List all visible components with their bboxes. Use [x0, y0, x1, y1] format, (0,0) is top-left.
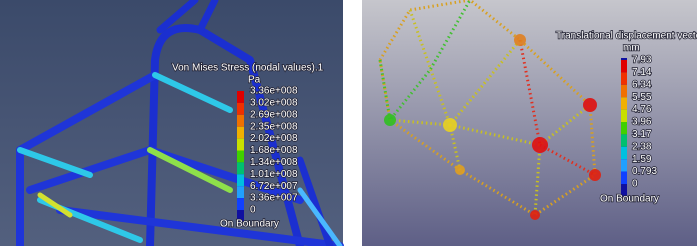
- color-segment: [621, 159, 627, 171]
- color-segment: [621, 60, 627, 72]
- color-segment: [237, 174, 244, 186]
- legend-label: 7.93: [632, 55, 652, 66]
- color-segment: [237, 103, 244, 115]
- legend-label: 2.02e+008: [250, 133, 298, 144]
- color-bar-segments: [621, 60, 627, 196]
- color-segment: [621, 134, 627, 146]
- legend-unit: Pa: [248, 75, 261, 86]
- legend-label: 0: [250, 205, 256, 216]
- legend-unit: mm: [623, 43, 640, 54]
- legend-label: 1.34e+008: [250, 157, 298, 168]
- color-segment: [621, 172, 627, 184]
- legend-label: 2.38: [632, 141, 652, 152]
- legend-footer: On Boundary: [220, 219, 279, 230]
- legend-label: 3.36e+008: [250, 86, 298, 97]
- color-segment: [237, 139, 244, 151]
- legend-title: Von Mises Stress (nodal values).1: [172, 63, 324, 74]
- color-segment: [237, 91, 244, 103]
- color-segment: [237, 186, 244, 198]
- legend-label: 2.69e+008: [250, 109, 298, 120]
- color-segment: [621, 72, 627, 84]
- legend-footer: On Boundary: [600, 194, 659, 205]
- page: Von Mises Stress (nodal values).1Pa3.36e…: [0, 0, 697, 246]
- legend-label: 3.36e+007: [250, 193, 298, 204]
- legend-label: 7.14: [632, 67, 652, 78]
- color-segment: [621, 85, 627, 97]
- color-segment: [237, 162, 244, 174]
- color-segment: [621, 122, 627, 134]
- legend-label: 5.55: [632, 92, 652, 103]
- color-segment: [237, 151, 244, 163]
- legend-label: 6.72e+007: [250, 181, 298, 192]
- legend-label: 1.59: [632, 154, 652, 165]
- color-segment: [621, 147, 627, 159]
- legend-label: 1.01e+008: [250, 169, 298, 180]
- color-segment: [237, 198, 244, 210]
- legend-label: 3.17: [632, 129, 652, 140]
- legend-title: Translational displacement vector.: [556, 31, 697, 42]
- legend-label: 0: [632, 179, 638, 190]
- color-segment: [237, 127, 244, 139]
- color-bar-segments: [237, 91, 244, 222]
- legend-label: 3.96: [632, 117, 652, 128]
- legend-label: 4.76: [632, 104, 652, 115]
- legend-label: 0.793: [632, 166, 657, 177]
- legend-label: 6.34: [632, 79, 652, 90]
- color-segment: [621, 97, 627, 109]
- screenshot: Von Mises Stress (nodal values).1Pa3.36e…: [0, 0, 697, 246]
- color-segment: [237, 115, 244, 127]
- legend-label: 3.02e+008: [250, 98, 298, 109]
- legend-label: 2.35e+008: [250, 121, 298, 132]
- color-segment: [621, 110, 627, 122]
- legend-label: 1.68e+008: [250, 145, 298, 156]
